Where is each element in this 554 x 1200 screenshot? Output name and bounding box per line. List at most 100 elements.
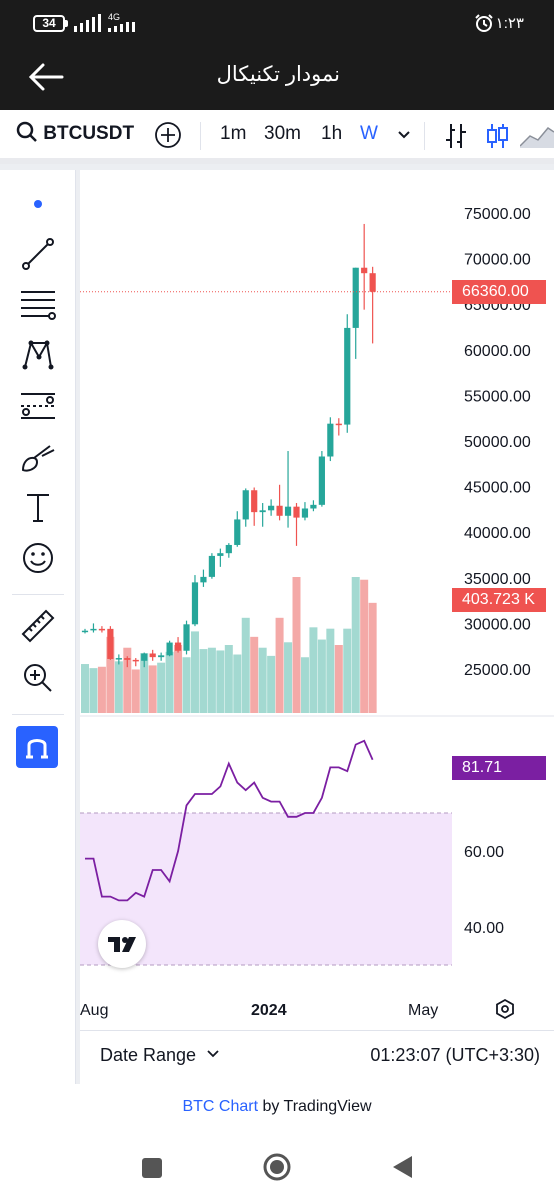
ruler-icon (21, 609, 55, 643)
brush-tool[interactable] (16, 436, 60, 480)
text-icon (27, 494, 49, 522)
volume-bar (241, 617, 250, 713)
bottom-bar: Date Range 01:23:07 (UTC+3:30) (80, 1030, 554, 1084)
trend-line-icon (22, 238, 54, 270)
home-button[interactable] (262, 1152, 292, 1182)
trend-line-tool[interactable] (16, 232, 60, 276)
cursor-tool[interactable] (16, 182, 60, 226)
candle-body (301, 508, 309, 518)
icon-tool[interactable] (16, 536, 60, 580)
status-bar: 34 4G ۱:۲۳ (0, 0, 554, 46)
candles-icon[interactable] (486, 122, 510, 150)
price-axis-label: 70000.00 (464, 252, 531, 269)
candle-body (242, 490, 249, 520)
area-chart-icon[interactable] (520, 124, 554, 148)
volume-bar (165, 651, 174, 713)
measure-tool[interactable] (16, 604, 60, 648)
price-axis-label: 60000.00 (464, 343, 531, 360)
candle-body (276, 505, 283, 516)
candle-body (81, 630, 89, 633)
candle-body (98, 628, 106, 631)
interval-1h[interactable]: 1h (321, 123, 343, 144)
interval-30m[interactable]: 30m (264, 123, 301, 144)
tradingview-logo[interactable] (98, 920, 146, 968)
volume-bar (106, 636, 115, 713)
volume-bar (309, 627, 318, 713)
navigation-bar (0, 1130, 554, 1200)
bar-chart-icon[interactable] (444, 122, 468, 150)
candle-body (225, 544, 232, 554)
pattern-icon (22, 340, 54, 370)
volume-bar (199, 649, 208, 713)
volume-bar (334, 645, 343, 713)
candle-body (90, 628, 97, 631)
timezone-clock[interactable]: 01:23:07 (UTC+3:30) (370, 1045, 540, 1065)
price-axis-label: 30000.00 (464, 616, 531, 633)
btc-chart-link[interactable]: BTC Chart (182, 1098, 259, 1115)
network-type: 4G (108, 12, 121, 22)
volume-bar (326, 628, 335, 713)
attribution-text: by TradingView (258, 1098, 372, 1115)
price-axis-label: 55000.00 (464, 388, 531, 405)
compare-add-icon[interactable] (154, 121, 182, 149)
price-chart[interactable]: 75000.0070000.0065000.0060000.0055000.00… (80, 170, 554, 1030)
pattern-tool[interactable] (16, 332, 60, 376)
candle-body (318, 456, 325, 505)
forecast-tool[interactable] (16, 384, 60, 428)
symbol-search-button[interactable]: BTCUSDT (16, 110, 134, 158)
alarm-icon (475, 14, 493, 32)
time-axis-label: 2024 (251, 1002, 287, 1019)
volume-bar (360, 579, 369, 713)
candle-body (268, 505, 275, 511)
app-header: نمودار تکنیکال (0, 46, 554, 110)
volume-tag: 403.723 K (452, 588, 546, 612)
interval-w[interactable]: W (360, 123, 378, 144)
recents-button[interactable] (142, 1158, 162, 1178)
volume-bar (284, 642, 293, 713)
fib-tool[interactable] (16, 282, 60, 326)
tv-logo-icon (108, 937, 136, 952)
drawing-toolbar (0, 170, 76, 1084)
attribution: BTC Chart by TradingView (0, 1084, 554, 1130)
volume-bar (216, 650, 225, 713)
candle-body (200, 576, 207, 583)
volume-bar (81, 664, 89, 713)
candle-body (335, 423, 342, 426)
candle-body (115, 658, 122, 660)
rsi-line (85, 739, 374, 902)
volume-bar (114, 661, 123, 713)
magnet-tool[interactable] (16, 726, 58, 768)
volume-bar (182, 657, 191, 713)
date-range-label: Date Range (100, 1045, 197, 1065)
text-tool[interactable] (16, 486, 60, 530)
back-arrow-icon[interactable] (28, 62, 64, 92)
back-button[interactable] (390, 1154, 414, 1180)
candle-body (183, 624, 190, 651)
zoom-tool[interactable] (16, 656, 60, 700)
chevron-down-icon[interactable] (397, 130, 411, 140)
settings-icon[interactable] (494, 998, 516, 1020)
volume-bar (351, 577, 360, 713)
smiley-icon (23, 543, 53, 573)
candle-body (149, 653, 156, 658)
candle-body (310, 504, 317, 509)
volume-bar (233, 654, 242, 713)
volume-bar (267, 655, 276, 713)
candle-body (361, 267, 368, 274)
last-price-tag: 66360.00 (452, 280, 546, 304)
volume-bar (343, 628, 352, 713)
candle-body (369, 273, 376, 292)
volume-bar (148, 665, 157, 713)
interval-1m[interactable]: 1m (220, 123, 247, 144)
candle-body (141, 653, 148, 661)
candle-body (132, 659, 139, 662)
date-range-button[interactable]: Date Range (100, 1045, 219, 1066)
candle-body (259, 510, 266, 513)
volume-bar (131, 669, 140, 713)
chart-area[interactable]: 75000.00 70000.00 65000.00 60000.00 55000.00… (80, 170, 554, 1084)
candle-body (251, 490, 258, 513)
chart-toolbar: BTCUSDT 1m 30m 1h W (0, 110, 554, 164)
volume-bar (207, 647, 216, 713)
volume-bar (317, 639, 326, 713)
page-title: نمودار تکنیکال (216, 63, 340, 86)
